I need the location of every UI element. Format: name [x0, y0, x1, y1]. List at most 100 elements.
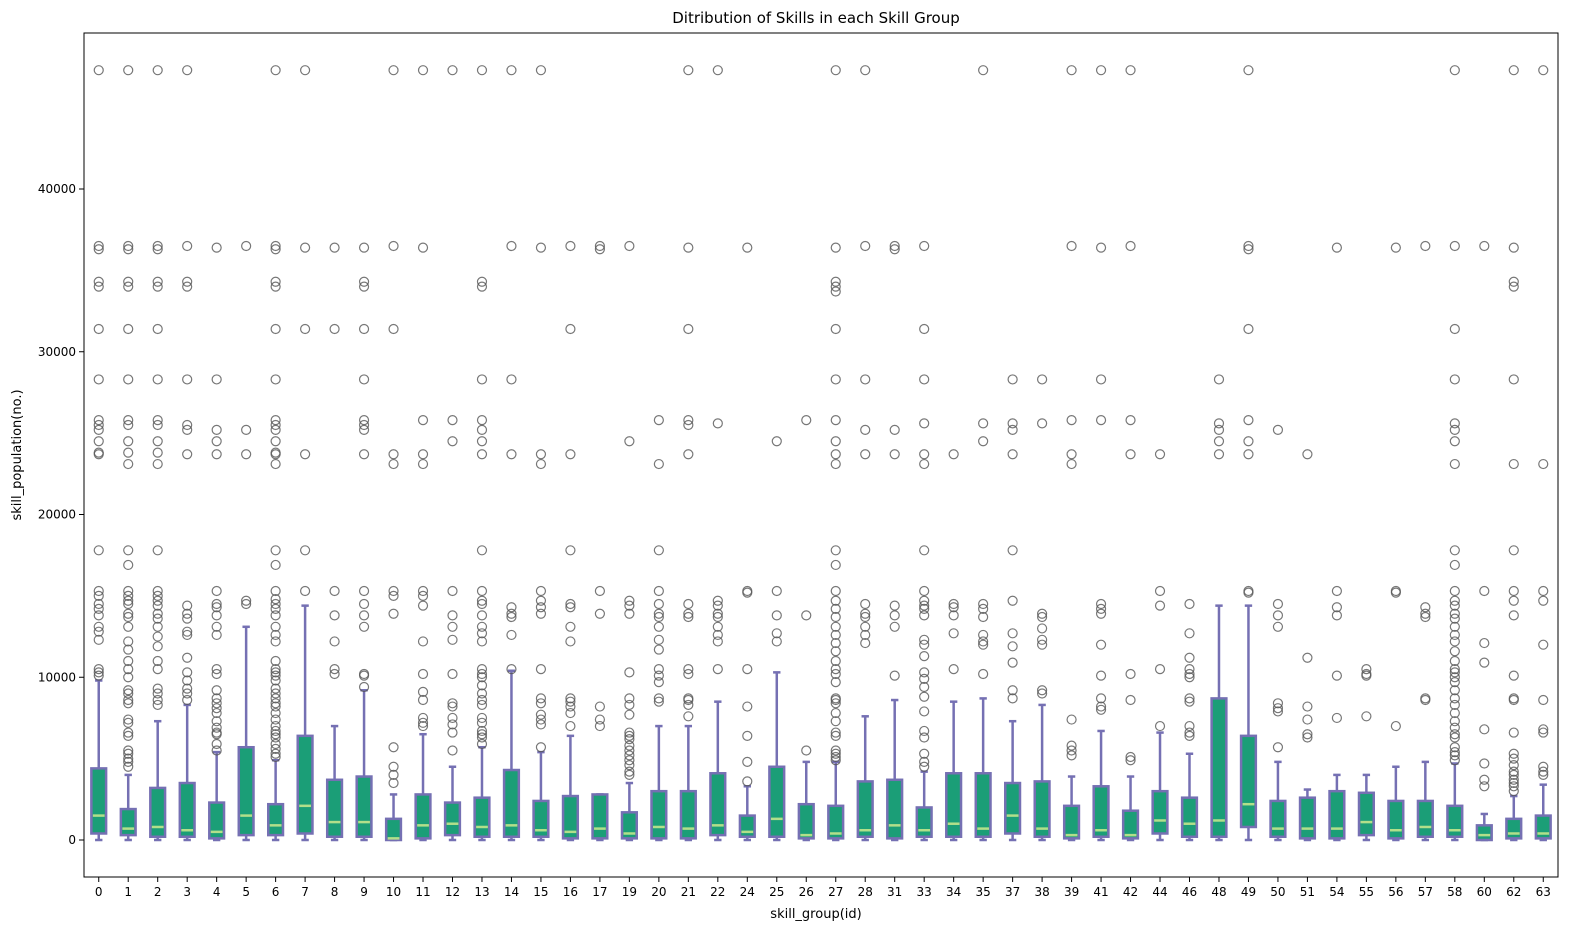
- outlier-point: [417, 600, 429, 611]
- box-iqr: [296, 734, 314, 835]
- outlier-point: [830, 286, 841, 297]
- outlier-point: [712, 611, 723, 623]
- fliers-group-39: [1066, 65, 1077, 761]
- outlier-point: [182, 683, 193, 694]
- outlier-point: [270, 629, 281, 641]
- outlier-point: [93, 603, 104, 614]
- outlier-point: [1449, 667, 1460, 678]
- outlier-point: [388, 777, 399, 789]
- outlier-point: [830, 323, 841, 335]
- outlier-point: [1449, 613, 1460, 624]
- outlier-point: [388, 742, 399, 753]
- outlier-point: [123, 717, 134, 728]
- outlier-point: [1479, 724, 1490, 735]
- outlier-point: [683, 449, 694, 460]
- outlier-point: [1449, 677, 1460, 688]
- outlier-point: [152, 631, 163, 642]
- outlier-point: [123, 598, 134, 610]
- outlier-point: [270, 458, 281, 470]
- outlier-point: [712, 629, 723, 641]
- outlier-point: [447, 712, 458, 724]
- outlier-point: [1125, 449, 1136, 460]
- outlier-point: [1390, 587, 1401, 598]
- outlier-point: [152, 664, 163, 675]
- outlier-point: [919, 650, 930, 662]
- box-group-50: [1269, 760, 1287, 842]
- outlier-point: [417, 712, 429, 724]
- outlier-point: [123, 447, 134, 458]
- outlier-point: [1508, 585, 1519, 597]
- outlier-point: [152, 419, 163, 431]
- outlier-point: [594, 714, 606, 725]
- outlier-point: [270, 585, 281, 597]
- outlier-point: [123, 672, 134, 683]
- outlier-point: [771, 636, 782, 647]
- outlier-point: [123, 436, 134, 447]
- outlier-point: [152, 415, 163, 426]
- x-tick-label: 48: [1211, 885, 1226, 899]
- outlier-point: [1007, 628, 1018, 639]
- outlier-point: [978, 603, 989, 614]
- outlier-point: [270, 683, 281, 694]
- outlier-point: [1066, 745, 1077, 756]
- outlier-point: [476, 610, 488, 621]
- x-tick-label: 7: [301, 885, 309, 899]
- outlier-point: [1449, 240, 1460, 252]
- outlier-point: [270, 374, 281, 385]
- outlier-point: [712, 636, 723, 647]
- outlier-point: [300, 585, 311, 597]
- outlier-point: [624, 727, 635, 738]
- outlier-point: [270, 594, 281, 605]
- outlier-point: [152, 585, 163, 597]
- fliers-group-20: [653, 415, 664, 707]
- outlier-point: [830, 698, 841, 709]
- outlier-point: [830, 694, 841, 706]
- outlier-point: [476, 621, 488, 632]
- outlier-point: [123, 281, 134, 292]
- outlier-point: [535, 65, 547, 76]
- outlier-point: [653, 677, 664, 688]
- box-group-19: [620, 781, 639, 842]
- outlier-point: [1243, 65, 1254, 76]
- box-group-51: [1298, 788, 1317, 842]
- outlier-point: [417, 449, 429, 460]
- y-tick-label: 0: [68, 833, 76, 847]
- outlier-point: [1007, 641, 1018, 652]
- outlier-point: [241, 240, 252, 252]
- outlier-point: [653, 696, 664, 707]
- outlier-point: [182, 424, 193, 435]
- outlier-point: [919, 725, 930, 737]
- outlier-point: [358, 281, 370, 292]
- x-tick-label: 9: [360, 885, 368, 899]
- outlier-point: [683, 611, 694, 623]
- outlier-point: [1272, 424, 1284, 435]
- x-tick-label: 50: [1270, 885, 1285, 899]
- outlier-point: [152, 694, 163, 706]
- outlier-point: [506, 611, 517, 623]
- outlier-point: [978, 611, 989, 623]
- outlier-point: [358, 670, 370, 681]
- fliers-group-6: [270, 65, 281, 763]
- outlier-point: [182, 240, 193, 252]
- box-group-48: [1210, 604, 1228, 842]
- box-iqr: [1298, 796, 1317, 840]
- outlier-point: [211, 664, 222, 675]
- y-tick-label: 40000: [38, 182, 76, 196]
- outlier-point: [447, 585, 458, 597]
- outlier-point: [476, 374, 488, 385]
- outlier-point: [919, 323, 930, 335]
- outlier-point: [830, 748, 841, 759]
- outlier-point: [506, 629, 517, 641]
- outlier-point: [447, 436, 458, 447]
- fliers-group-22: [712, 65, 723, 675]
- outlier-point: [1479, 637, 1490, 649]
- outlier-point: [1449, 436, 1460, 447]
- outlier-point: [978, 65, 989, 76]
- box-iqr: [1446, 804, 1464, 838]
- outlier-point: [1331, 712, 1343, 724]
- outlier-point: [182, 675, 193, 686]
- outlier-point: [653, 693, 664, 704]
- box-group-34: [945, 700, 963, 842]
- x-tick-label: 33: [917, 885, 932, 899]
- outlier-point: [889, 600, 900, 611]
